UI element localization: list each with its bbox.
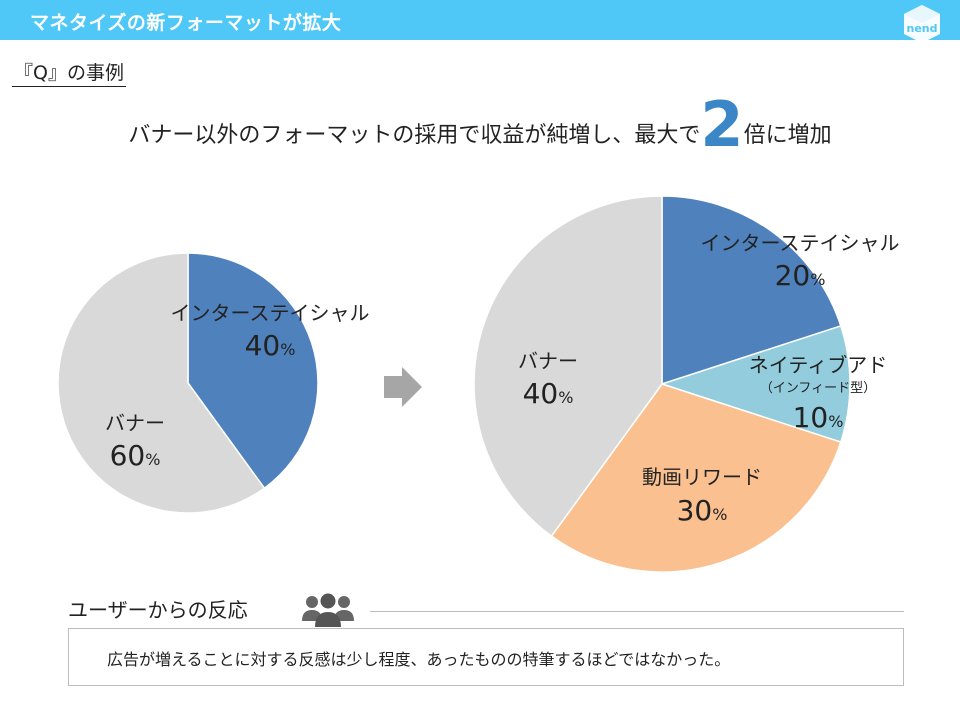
pie-labels: インターステイシャル40%バナー60%インターステイシャル20%ネイティブアド（… [105,231,900,527]
pie-1-slice-1 [659,324,851,444]
pie-1-label-0: インターステイシャル [701,231,900,255]
feedback-title: ユーザーからの反応 [68,598,248,622]
pie-1-slice-0 [661,195,842,386]
header-title: マネタイズの新フォーマットが拡大 [30,12,342,34]
nend-logo-icon: nend [904,5,940,43]
pie-1-label-2: 動画リワード [642,465,762,489]
headline-number: 2 [700,88,744,161]
pie-0-value-1: 60% [110,439,161,472]
pie-chart-after [473,195,851,573]
pie-chart-before [57,252,319,514]
pie-0-slice-1 [57,252,266,514]
feedback-divider [370,611,904,612]
pie-0-label-0: インターステイシャル [171,301,370,325]
headline-text-before: バナー以外のフォーマットの採用で収益が純増し、最大で [128,123,701,148]
pie-1-value-0: 20% [775,259,826,292]
pie-0-slice-0 [187,252,319,490]
people-group-icon [302,593,354,627]
pie-1-label-3: バナー [518,349,578,373]
feedback-box: 広告が増えることに対する反感は少し程度、あったものの特筆するほどではなかった。 [68,628,904,686]
page-subtitle: 『Q』の事例 [12,58,126,87]
pie-1-slice-3 [473,195,663,538]
pie-1-sublabel-1: （インフィード型） [760,381,876,396]
pie-1-label-1: ネイティブアド [749,353,887,377]
headline: バナー以外のフォーマットの採用で収益が純増し、最大で2倍に増加 [0,90,960,160]
logo-text: nend [907,22,938,35]
feedback-text: 広告が増えることに対する反感は少し程度、あったものの特筆するほどではなかった。 [107,650,731,669]
right-arrow-icon [384,367,422,407]
header-bar: マネタイズの新フォーマットが拡大 nend [0,0,960,43]
headline-text-after: 倍に増加 [743,123,832,148]
pie-1-slice-2 [550,383,842,573]
pie-0-label-1: バナー [105,411,165,435]
